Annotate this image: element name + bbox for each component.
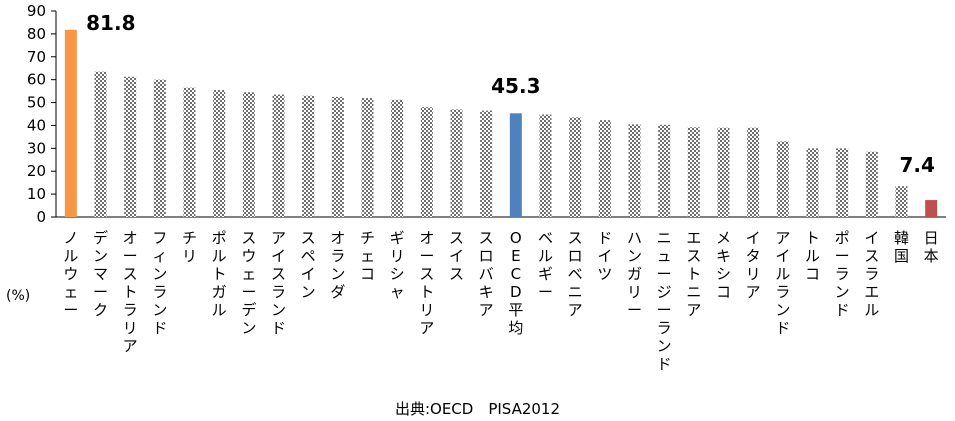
bar [836, 148, 848, 217]
y-tick-label: 60 [27, 71, 46, 89]
category-label: オーストリア [419, 229, 434, 337]
bar [243, 92, 255, 217]
bar [65, 30, 77, 217]
y-tick-label: 50 [27, 94, 46, 112]
category-label: チリ [182, 229, 197, 265]
bar [124, 77, 136, 217]
bar [925, 200, 937, 217]
category-label: O E C D 平均 [508, 229, 523, 337]
category-label: アイスランド [271, 229, 286, 337]
category-label: ドイツ [597, 229, 612, 283]
y-tick-labels: 0 10 20 30 40 50 60 70 80 90 [27, 2, 46, 226]
category-label: デンマーク [93, 229, 108, 319]
bar [718, 128, 730, 217]
value-callout: 81.8 [86, 11, 135, 35]
category-label: アイルランド [775, 229, 790, 337]
category-label: スイス [449, 229, 464, 283]
category-label: メキシコ [716, 229, 731, 301]
bar [658, 125, 670, 217]
category-label: 韓国 [894, 229, 909, 265]
bar [213, 90, 225, 217]
bar [747, 128, 759, 217]
category-label: スロベニア [568, 229, 583, 319]
category-label: ハンガリー [627, 229, 642, 319]
category-label: オーストラリア [123, 229, 138, 355]
bar [154, 80, 166, 217]
bar [302, 96, 314, 217]
category-label: オランダ [330, 229, 345, 301]
bar [362, 98, 374, 217]
bar [451, 109, 463, 217]
bar [629, 124, 641, 217]
category-label: ノルウェー [63, 229, 78, 319]
bar [569, 117, 581, 217]
y-tick-label: 30 [27, 139, 46, 157]
bar [866, 152, 878, 217]
bar [510, 113, 522, 217]
category-label: イスラエル [864, 229, 879, 319]
bar [273, 95, 285, 217]
category-label: ニュージーランド [657, 229, 672, 373]
value-callout: 7.4 [899, 153, 934, 177]
bar [95, 72, 107, 217]
bar [777, 141, 789, 217]
y-tick-label: 20 [27, 162, 46, 180]
bar [688, 127, 700, 217]
category-label: ポルトガル [212, 229, 227, 319]
category-label: ギリシャ [390, 229, 405, 301]
category-label: スロバキア [479, 229, 494, 319]
bar [332, 97, 344, 217]
bar [540, 114, 552, 217]
category-label: スペイン [301, 229, 316, 301]
bar [391, 100, 403, 217]
bar [896, 186, 908, 217]
y-tick-label: 80 [27, 25, 46, 43]
y-tick-label: 70 [27, 48, 46, 66]
category-label: スウェーデン [241, 229, 256, 337]
y-axis-unit-label: (%) [6, 288, 30, 304]
category-label: 日本 [924, 229, 939, 265]
category-label: チェコ [360, 229, 375, 283]
category-label: トルコ [805, 229, 820, 283]
y-tick-label: 90 [27, 2, 46, 20]
category-label: ポーランド [835, 229, 850, 319]
category-label: エストニア [686, 229, 701, 319]
bar [807, 148, 819, 217]
category-label: ベルギー [538, 229, 553, 301]
y-tick-label: 10 [27, 185, 46, 203]
value-callout: 45.3 [491, 74, 540, 98]
bar [599, 120, 611, 217]
bars-group [65, 30, 937, 217]
category-label: フィンランド [152, 229, 167, 337]
source-label: 出典:OECD PISA2012 [0, 398, 955, 419]
category-labels: ノルウェーデンマークオーストラリアフィンランドチリポルトガルスウェーデンアイスラ… [63, 229, 938, 373]
y-tick-label: 0 [36, 208, 46, 226]
bar [480, 111, 492, 217]
y-tick-label: 40 [27, 116, 46, 134]
bar [184, 88, 196, 217]
category-label: イタリア [746, 229, 761, 301]
bar [421, 107, 433, 217]
